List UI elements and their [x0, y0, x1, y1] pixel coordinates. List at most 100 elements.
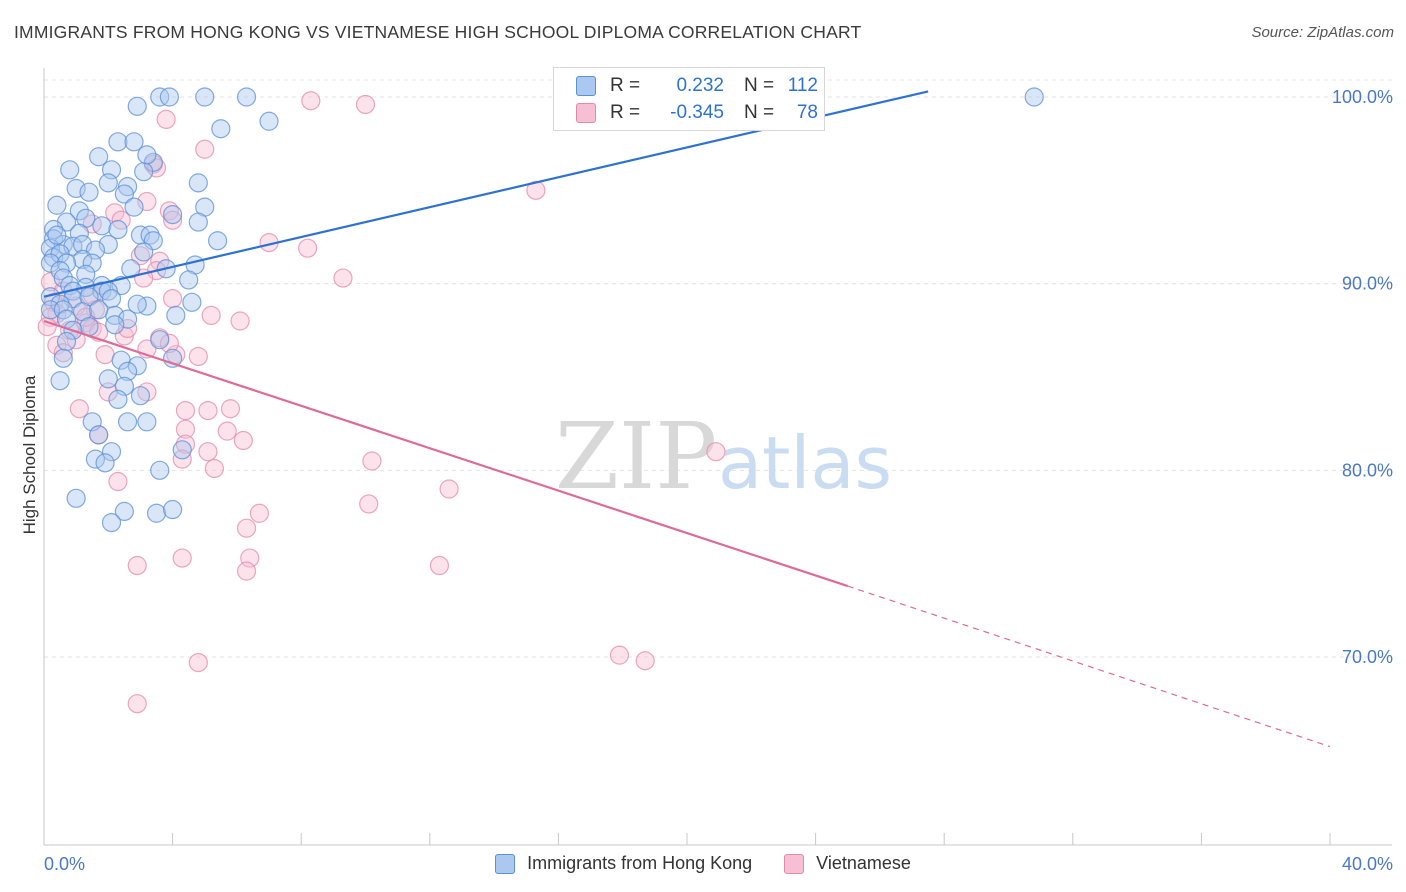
vietnamese-point	[127, 694, 147, 714]
vietnamese-point	[359, 494, 379, 514]
hong-kong-point	[159, 87, 179, 107]
vietnamese-point	[220, 399, 241, 419]
vietnamese-point	[236, 518, 257, 538]
hong-kong-point	[66, 178, 86, 199]
hong-kong-point	[137, 296, 157, 316]
vietnamese-point	[163, 210, 183, 230]
legend-n-value: 112	[787, 75, 818, 96]
hong-kong-point	[127, 356, 147, 376]
vietnamese-point	[333, 268, 353, 288]
hong-kong-point	[89, 300, 109, 320]
x-tick-label: 0.0%	[44, 854, 85, 874]
hong-kong-point	[188, 173, 208, 193]
hong-kong-point	[163, 205, 183, 225]
hong-kong-point	[89, 147, 109, 167]
hong-kong-point	[92, 216, 112, 236]
y-tick-label: 70.0%	[1342, 647, 1393, 667]
legend-row-hong-kong: R = 0.232 N = 112	[576, 73, 818, 99]
hong-kong-point	[79, 182, 99, 202]
hong-kong-point	[127, 294, 147, 314]
hong-kong-point	[211, 119, 231, 139]
hong-kong-point	[108, 389, 128, 409]
hong-kong-point	[195, 87, 215, 107]
hong-kong-point	[140, 225, 160, 245]
hong-kong-point	[150, 330, 170, 350]
hong-kong-point	[101, 442, 122, 462]
vietnamese-point	[204, 458, 224, 479]
hong-kong-point	[47, 225, 67, 245]
vietnamese-point	[635, 651, 655, 671]
hong-kong-point	[124, 132, 144, 152]
vietnamese-point	[429, 555, 450, 576]
y-tick-label: 90.0%	[1342, 274, 1393, 294]
legend-label: Vietnamese	[816, 853, 911, 873]
hong-kong-point	[208, 231, 228, 251]
legend-swatch-blue	[495, 853, 516, 874]
hong-kong-point	[89, 425, 109, 445]
series-legend: Immigrants from Hong Kong Vietnamese	[0, 853, 1406, 874]
vietnamese-point	[236, 561, 257, 581]
hong-kong-point	[66, 488, 86, 508]
vietnamese-point	[188, 652, 208, 673]
vietnamese-point	[362, 451, 382, 471]
legend-item-vietnamese[interactable]: Vietnamese	[784, 853, 911, 874]
vietnamese-point	[198, 401, 218, 421]
vietnamese-point	[355, 94, 376, 115]
hong-kong-point	[56, 331, 77, 352]
hong-kong-point	[166, 305, 186, 325]
chart-title: IMMIGRANTS FROM HONG KONG VS VIETNAMESE …	[14, 22, 862, 42]
vietnamese-point	[172, 548, 192, 568]
vietnamese-point	[175, 401, 196, 421]
hong-kong-point	[60, 160, 80, 180]
hong-kong-point	[127, 96, 147, 116]
watermark-zip: ZIP	[555, 403, 717, 510]
legend-swatch-blue	[576, 76, 596, 96]
hong-kong-point	[172, 440, 192, 460]
hong-kong-point	[53, 348, 73, 368]
hong-kong-point	[85, 449, 106, 469]
vietnamese-point	[217, 421, 237, 441]
vietnamese-point	[108, 471, 128, 492]
hong-kong-point	[108, 219, 128, 240]
hong-kong-point	[95, 453, 115, 473]
hong-kong-point	[163, 499, 183, 520]
vietnamese-point	[53, 343, 73, 363]
hong-kong-point	[40, 287, 61, 307]
watermark-atlas: atlas	[718, 421, 892, 505]
vietnamese-point	[130, 246, 151, 266]
vietnamese-point	[159, 333, 179, 353]
vietnamese-point	[706, 442, 726, 462]
legend-row-vietnamese: R = -0.345 N = 78	[576, 100, 818, 126]
vietnamese-trend-line	[43, 319, 849, 588]
vietnamese-point	[163, 289, 183, 309]
legend-swatch-pink	[784, 853, 805, 874]
y-tick-label: 80.0%	[1342, 460, 1393, 480]
legend-r-value: 0.232	[676, 75, 724, 96]
hong-kong-point	[114, 184, 134, 204]
hong-kong-point	[124, 197, 144, 217]
hong-kong-point	[179, 270, 199, 290]
hong-kong-point	[150, 460, 170, 480]
legend-label: Immigrants from Hong Kong	[527, 853, 753, 873]
hong-kong-point	[137, 412, 157, 432]
hong-kong-point	[47, 195, 67, 215]
hong-kong-point	[236, 87, 257, 107]
hong-kong-point	[108, 132, 128, 152]
hong-kong-point	[98, 369, 118, 389]
y-tick-label: 100.0%	[1332, 87, 1393, 107]
axes	[43, 68, 1392, 846]
series-hong-kong-points	[40, 87, 1044, 533]
hong-kong-point	[188, 212, 208, 232]
legend-item-hong-kong[interactable]: Immigrants from Hong Kong	[495, 853, 752, 874]
hong-kong-point	[76, 264, 96, 284]
vietnamese-point	[526, 180, 546, 200]
vietnamese-point	[175, 419, 196, 439]
vietnamese-point	[609, 645, 630, 665]
vietnamese-point	[249, 503, 270, 523]
hong-kong-point	[182, 292, 202, 312]
legend-n-value: 78	[796, 102, 818, 123]
watermark: ZIP atlas	[555, 403, 892, 510]
hong-kong-point	[130, 386, 151, 406]
hong-kong-point	[69, 201, 89, 221]
